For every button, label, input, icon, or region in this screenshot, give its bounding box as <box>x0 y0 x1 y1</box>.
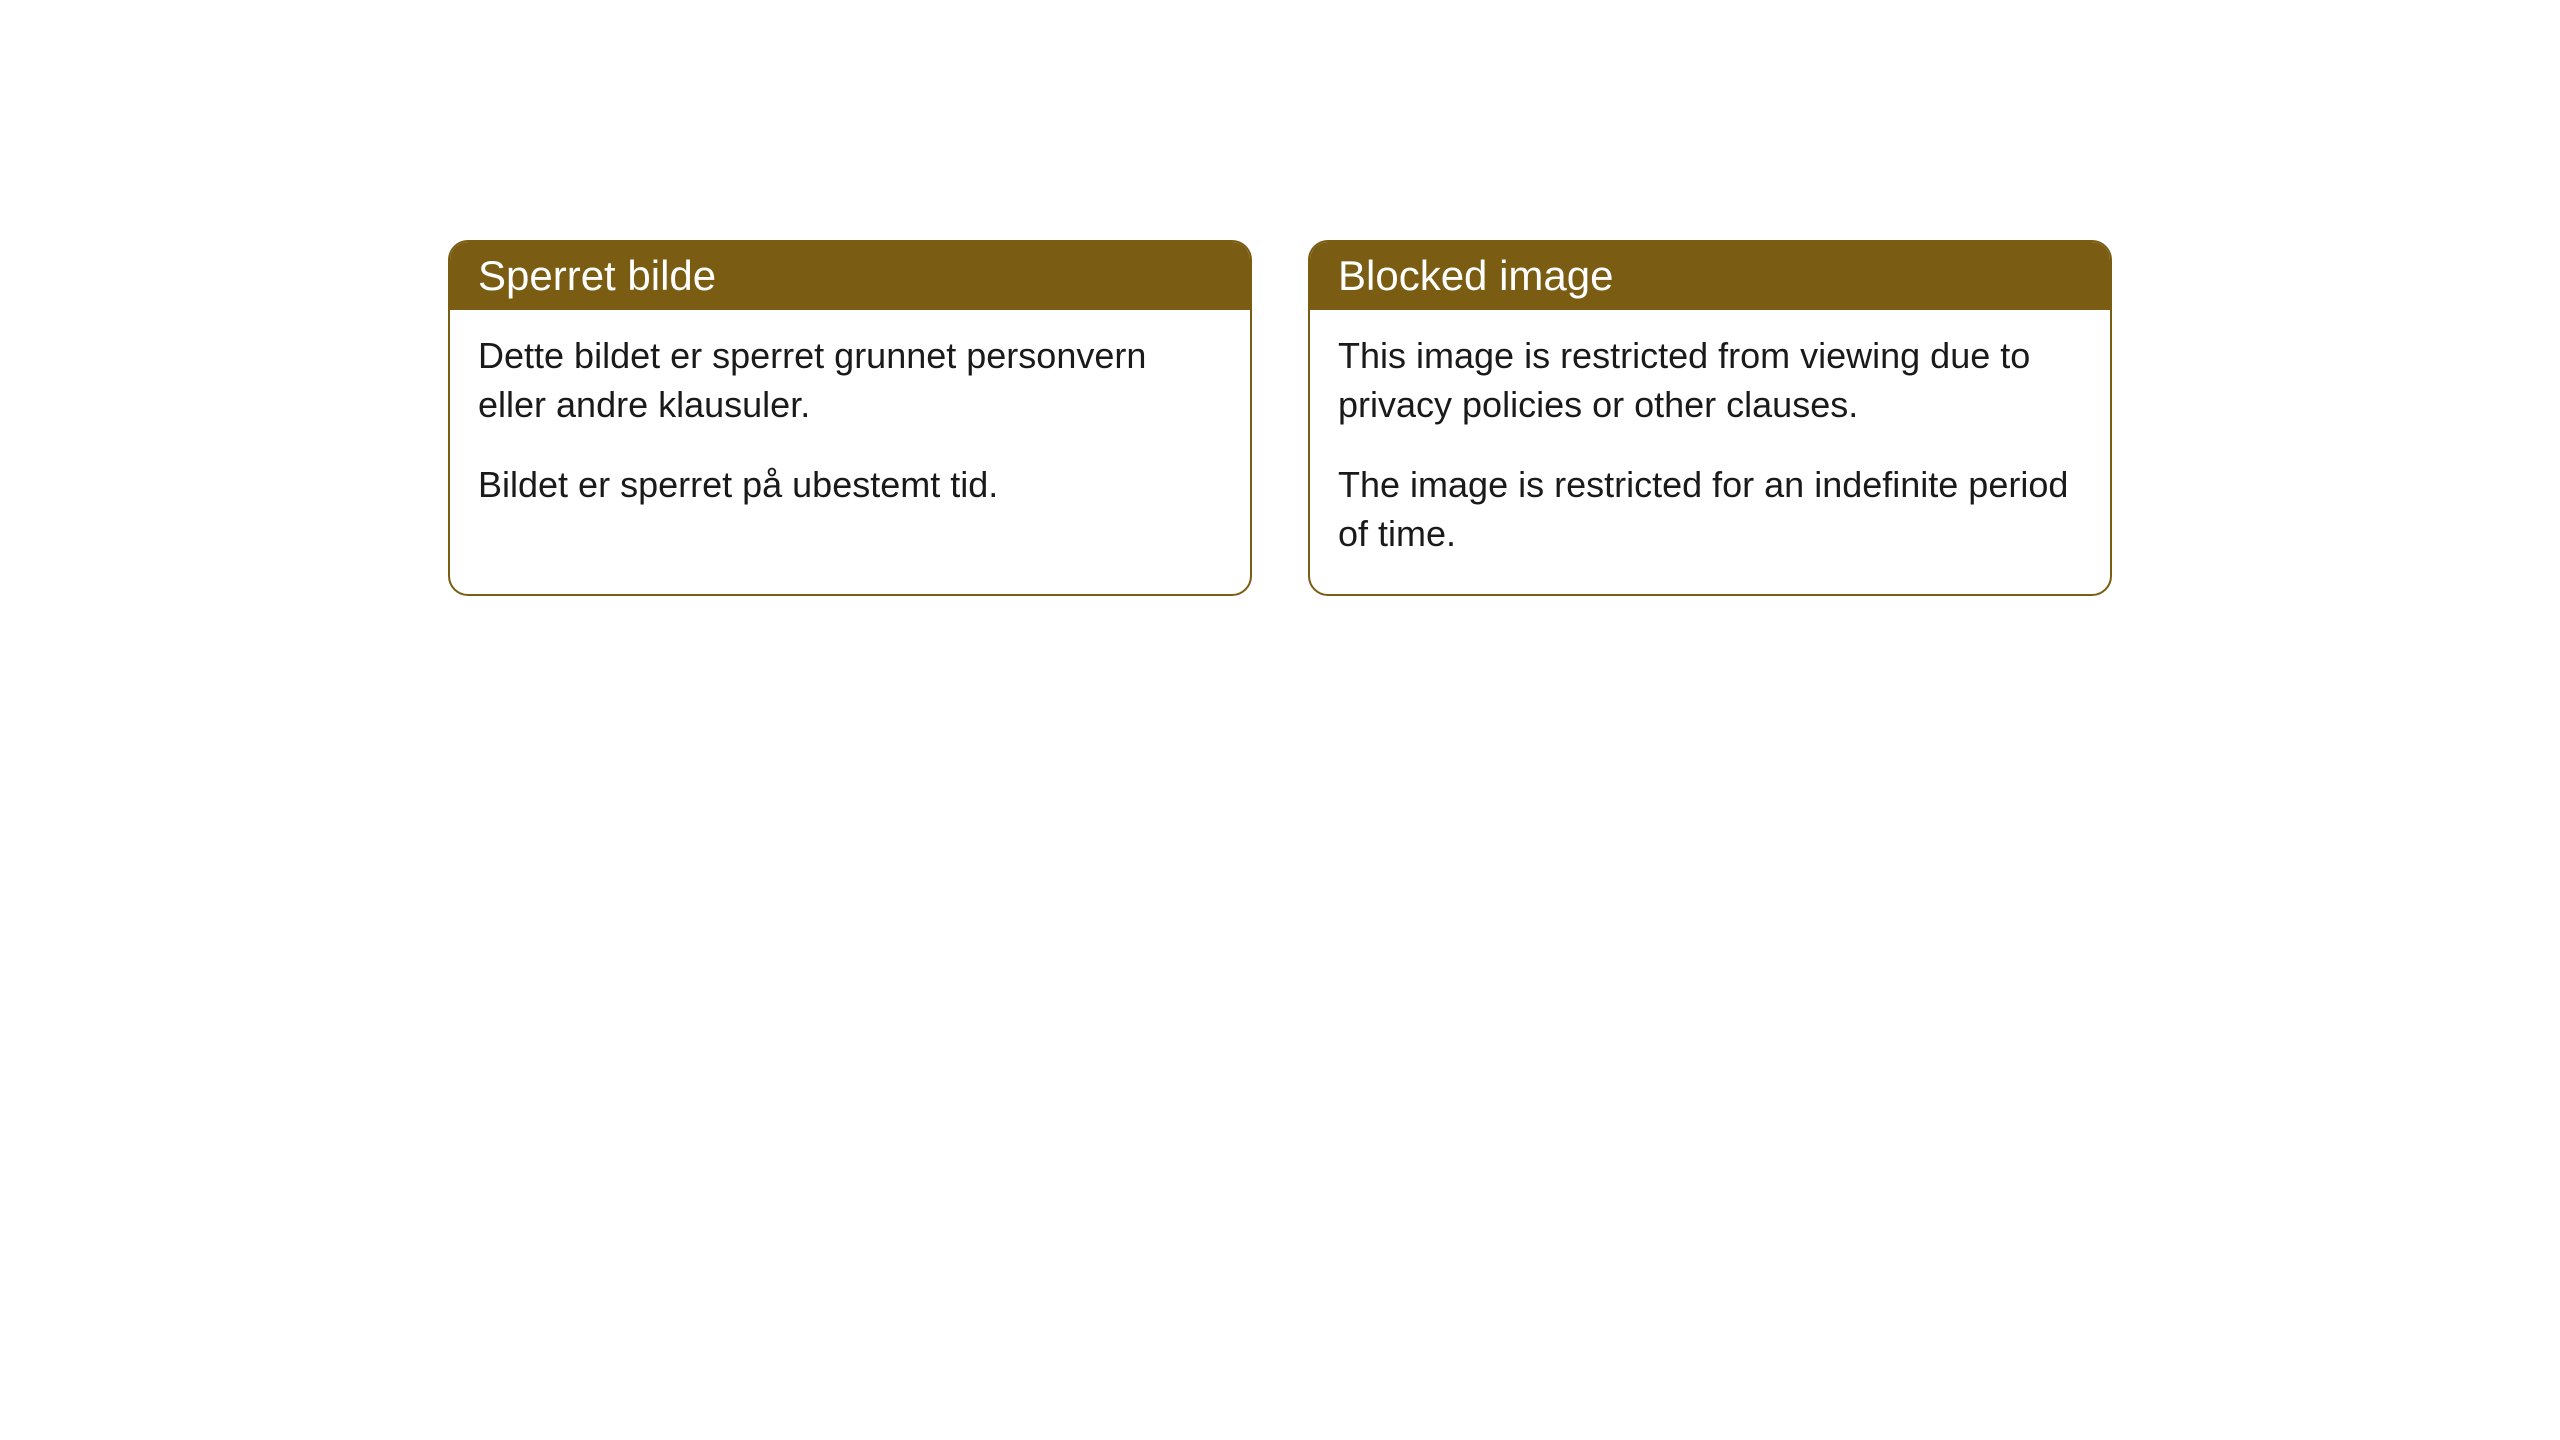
card-header: Sperret bilde <box>450 242 1250 310</box>
notice-card-norwegian: Sperret bilde Dette bildet er sperret gr… <box>448 240 1252 596</box>
card-body: Dette bildet er sperret grunnet personve… <box>450 310 1250 546</box>
card-title: Sperret bilde <box>478 252 716 299</box>
card-paragraph: This image is restricted from viewing du… <box>1338 332 2082 429</box>
card-header: Blocked image <box>1310 242 2110 310</box>
card-body: This image is restricted from viewing du… <box>1310 310 2110 594</box>
card-paragraph: The image is restricted for an indefinit… <box>1338 461 2082 558</box>
card-title: Blocked image <box>1338 252 1613 299</box>
notice-cards-container: Sperret bilde Dette bildet er sperret gr… <box>448 240 2560 596</box>
card-paragraph: Dette bildet er sperret grunnet personve… <box>478 332 1222 429</box>
notice-card-english: Blocked image This image is restricted f… <box>1308 240 2112 596</box>
card-paragraph: Bildet er sperret på ubestemt tid. <box>478 461 1222 510</box>
